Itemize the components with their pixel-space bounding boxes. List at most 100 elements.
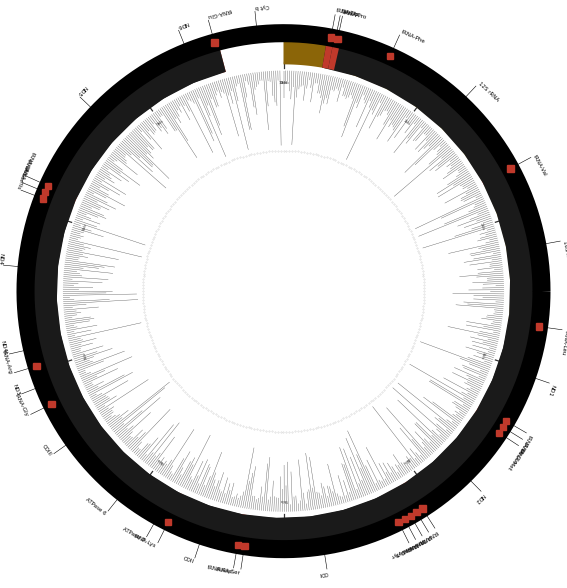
Text: 3kb: 3kb <box>479 351 485 360</box>
Polygon shape <box>242 515 252 543</box>
Polygon shape <box>381 62 505 181</box>
Polygon shape <box>57 393 120 467</box>
Polygon shape <box>213 45 226 74</box>
Polygon shape <box>48 191 75 207</box>
Polygon shape <box>33 329 66 362</box>
Text: tRNA-Ser: tRNA-Ser <box>215 567 240 576</box>
Text: tRNA-Gln: tRNA-Gln <box>510 440 528 464</box>
Bar <box>33 363 40 369</box>
Text: COII: COII <box>182 556 194 564</box>
Bar <box>42 189 48 195</box>
Bar <box>395 519 401 525</box>
Text: 4kb: 4kb <box>402 456 411 464</box>
Text: tRNA-Asp: tRNA-Asp <box>207 565 233 574</box>
Text: 12S rRNA: 12S rRNA <box>477 81 500 103</box>
Text: ND3: ND3 <box>11 383 20 396</box>
Text: COIII: COIII <box>41 444 53 457</box>
Bar <box>242 543 248 549</box>
Text: tRNA-Cys: tRNA-Cys <box>393 541 418 557</box>
Polygon shape <box>393 487 412 514</box>
Text: tRNA-Ser: tRNA-Ser <box>18 158 32 183</box>
Polygon shape <box>153 486 180 517</box>
Text: 7kb: 7kb <box>82 351 88 360</box>
Polygon shape <box>328 42 340 70</box>
Bar <box>536 323 542 330</box>
Polygon shape <box>41 360 78 399</box>
Bar <box>211 39 218 46</box>
Text: tRNA-Thr: tRNA-Thr <box>336 8 360 18</box>
Polygon shape <box>387 490 406 517</box>
Text: 8kb: 8kb <box>82 222 88 231</box>
Polygon shape <box>54 388 81 406</box>
Text: ND5: ND5 <box>75 84 87 96</box>
Text: tRNA-Gly: tRNA-Gly <box>14 393 29 417</box>
Bar <box>408 513 414 519</box>
Text: 16S rRNA: 16S rRNA <box>562 240 567 266</box>
Text: tRNA-Leu: tRNA-Leu <box>560 330 567 356</box>
Text: tRNA-Asn: tRNA-Asn <box>400 537 425 554</box>
Text: D-loop: D-loop <box>340 9 359 18</box>
Text: 5kb: 5kb <box>280 498 287 502</box>
Bar <box>40 195 46 202</box>
Text: tRNA-Glu: tRNA-Glu <box>206 7 232 19</box>
Bar <box>507 165 514 172</box>
Text: tRNA-Trp: tRNA-Trp <box>416 529 438 546</box>
Text: ND2: ND2 <box>473 492 485 505</box>
Polygon shape <box>478 403 505 422</box>
Text: tRNA-Leu: tRNA-Leu <box>21 151 36 176</box>
Polygon shape <box>284 37 384 83</box>
Text: tRNA-Lys: tRNA-Lys <box>133 533 157 549</box>
Text: tRNA-Arg: tRNA-Arg <box>1 349 13 375</box>
Polygon shape <box>173 496 240 540</box>
Polygon shape <box>484 173 538 323</box>
Text: ATPase 6: ATPase 6 <box>85 497 107 516</box>
Polygon shape <box>408 418 494 503</box>
Bar <box>235 542 241 548</box>
Polygon shape <box>507 319 536 329</box>
Bar <box>45 183 51 189</box>
Bar <box>496 430 502 436</box>
Bar <box>49 401 55 407</box>
Polygon shape <box>166 47 220 90</box>
Polygon shape <box>322 41 333 69</box>
Polygon shape <box>481 168 509 186</box>
Polygon shape <box>373 58 393 86</box>
Polygon shape <box>50 185 78 201</box>
Text: tRNA-Tyr: tRNA-Tyr <box>389 544 412 559</box>
Polygon shape <box>248 496 393 545</box>
Polygon shape <box>40 354 67 368</box>
Text: ND1: ND1 <box>547 383 556 396</box>
Bar <box>387 53 393 59</box>
Bar <box>500 424 506 430</box>
Bar <box>335 36 341 42</box>
Text: ATPase 8: ATPase 8 <box>122 526 146 543</box>
Polygon shape <box>53 66 179 196</box>
Polygon shape <box>45 197 73 212</box>
Text: 6kb: 6kb <box>156 456 165 464</box>
Text: tRNA-Pro: tRNA-Pro <box>343 10 367 20</box>
Polygon shape <box>29 41 537 545</box>
Bar <box>503 418 509 425</box>
Bar <box>419 506 425 512</box>
Polygon shape <box>29 203 71 334</box>
Text: COI: COI <box>318 570 328 577</box>
Polygon shape <box>475 408 501 428</box>
Text: tRNA-Ala: tRNA-Ala <box>409 533 432 550</box>
Polygon shape <box>481 325 535 416</box>
Text: ND4L: ND4L <box>0 340 8 355</box>
Polygon shape <box>235 514 246 542</box>
Polygon shape <box>167 493 185 520</box>
Text: 1kb: 1kb <box>402 118 411 126</box>
Text: tRNA-Met: tRNA-Met <box>506 446 524 470</box>
Polygon shape <box>61 68 506 514</box>
Text: Cyt b: Cyt b <box>255 4 269 10</box>
Polygon shape <box>382 493 400 520</box>
Text: 0kb: 0kb <box>280 81 287 85</box>
Text: ND4: ND4 <box>0 253 3 265</box>
Text: tRNA-His: tRNA-His <box>15 165 28 189</box>
Bar <box>401 516 408 522</box>
Polygon shape <box>398 484 417 510</box>
Polygon shape <box>100 448 167 509</box>
Polygon shape <box>403 480 423 507</box>
Bar <box>328 35 334 41</box>
